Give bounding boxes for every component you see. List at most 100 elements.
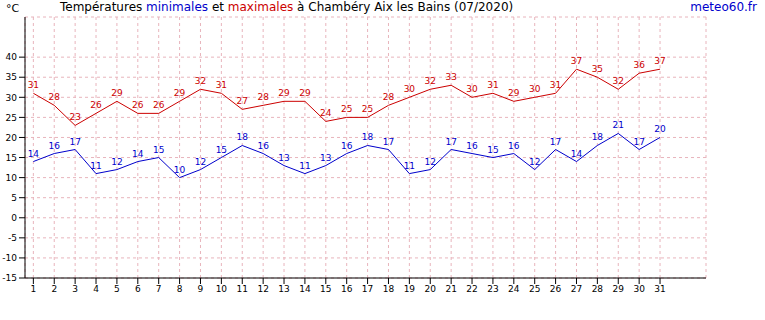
svg-text:18: 18 — [383, 284, 395, 294]
svg-text:32: 32 — [195, 76, 206, 86]
svg-text:27: 27 — [237, 96, 248, 106]
svg-text:6: 6 — [135, 284, 141, 294]
svg-text:-10: -10 — [8, 253, 17, 263]
svg-text:30: 30 — [633, 284, 645, 294]
svg-text:35: 35 — [8, 72, 17, 82]
svg-text:14: 14 — [132, 149, 144, 159]
svg-text:16: 16 — [49, 141, 61, 151]
svg-text:0: 0 — [11, 213, 17, 223]
svg-text:28: 28 — [49, 92, 61, 102]
svg-text:30: 30 — [466, 84, 478, 94]
svg-text:10: 10 — [174, 165, 186, 175]
svg-text:31: 31 — [216, 80, 227, 90]
svg-text:29: 29 — [613, 284, 625, 294]
svg-text:29: 29 — [278, 88, 290, 98]
svg-text:40: 40 — [8, 52, 17, 62]
svg-text:17: 17 — [550, 137, 561, 147]
svg-text:22: 22 — [466, 284, 477, 294]
svg-text:31: 31 — [487, 80, 498, 90]
svg-text:11: 11 — [237, 284, 248, 294]
svg-text:17: 17 — [633, 137, 644, 147]
svg-text:9: 9 — [198, 284, 204, 294]
svg-text:28: 28 — [383, 92, 395, 102]
svg-text:15: 15 — [487, 145, 498, 155]
svg-text:17: 17 — [445, 137, 456, 147]
svg-text:17: 17 — [362, 284, 373, 294]
svg-text:16: 16 — [341, 284, 353, 294]
svg-text:18: 18 — [592, 132, 604, 142]
svg-text:21: 21 — [445, 284, 456, 294]
svg-text:14: 14 — [571, 149, 583, 159]
svg-text:26: 26 — [153, 100, 165, 110]
svg-text:3: 3 — [72, 284, 78, 294]
svg-text:31: 31 — [654, 284, 665, 294]
svg-text:16: 16 — [508, 141, 520, 151]
svg-text:25: 25 — [529, 284, 540, 294]
svg-text:10: 10 — [8, 173, 17, 183]
svg-text:30: 30 — [8, 93, 17, 103]
svg-text:13: 13 — [320, 153, 331, 163]
svg-text:15: 15 — [153, 145, 164, 155]
svg-text:4: 4 — [93, 284, 99, 294]
svg-text:17: 17 — [69, 137, 80, 147]
svg-text:26: 26 — [550, 284, 562, 294]
svg-text:16: 16 — [257, 141, 269, 151]
svg-text:2: 2 — [51, 284, 57, 294]
svg-text:12: 12 — [111, 157, 122, 167]
svg-text:24: 24 — [320, 108, 332, 118]
svg-text:37: 37 — [654, 56, 665, 66]
svg-text:24: 24 — [508, 284, 520, 294]
svg-text:18: 18 — [362, 132, 374, 142]
svg-text:17: 17 — [383, 137, 394, 147]
svg-text:31: 31 — [550, 80, 561, 90]
svg-text:10: 10 — [216, 284, 228, 294]
svg-text:25: 25 — [362, 104, 373, 114]
svg-text:21: 21 — [613, 120, 624, 130]
svg-text:14: 14 — [28, 149, 40, 159]
svg-text:-5: -5 — [8, 233, 17, 243]
svg-text:12: 12 — [257, 284, 268, 294]
svg-text:29: 29 — [111, 88, 123, 98]
svg-text:15: 15 — [8, 153, 17, 163]
svg-text:18: 18 — [237, 132, 249, 142]
svg-text:26: 26 — [90, 100, 102, 110]
svg-text:12: 12 — [425, 157, 436, 167]
svg-text:36: 36 — [633, 60, 645, 70]
svg-text:11: 11 — [299, 161, 310, 171]
svg-text:29: 29 — [508, 88, 520, 98]
svg-text:20: 20 — [8, 133, 17, 143]
svg-text:5: 5 — [11, 193, 17, 203]
svg-text:37: 37 — [571, 56, 582, 66]
svg-text:1: 1 — [30, 284, 36, 294]
svg-text:8: 8 — [177, 284, 183, 294]
svg-text:25: 25 — [8, 113, 17, 123]
svg-text:15: 15 — [320, 284, 331, 294]
svg-text:25: 25 — [341, 104, 352, 114]
svg-text:23: 23 — [69, 112, 80, 122]
svg-text:28: 28 — [592, 284, 604, 294]
svg-text:32: 32 — [425, 76, 436, 86]
svg-text:20: 20 — [425, 284, 437, 294]
svg-text:11: 11 — [90, 161, 101, 171]
svg-text:13: 13 — [278, 284, 289, 294]
svg-text:29: 29 — [299, 88, 311, 98]
svg-text:15: 15 — [216, 145, 227, 155]
svg-text:30: 30 — [529, 84, 541, 94]
svg-text:26: 26 — [132, 100, 144, 110]
svg-text:11: 11 — [404, 161, 415, 171]
svg-text:7: 7 — [156, 284, 162, 294]
svg-text:20: 20 — [654, 124, 666, 134]
svg-text:33: 33 — [445, 72, 456, 82]
svg-text:35: 35 — [592, 64, 603, 74]
svg-text:16: 16 — [466, 141, 478, 151]
svg-text:30: 30 — [404, 84, 416, 94]
svg-text:31: 31 — [28, 80, 39, 90]
svg-text:29: 29 — [174, 88, 186, 98]
svg-text:12: 12 — [195, 157, 206, 167]
svg-text:23: 23 — [487, 284, 498, 294]
svg-text:16: 16 — [341, 141, 353, 151]
svg-text:-15: -15 — [8, 273, 17, 283]
svg-text:13: 13 — [278, 153, 289, 163]
svg-text:32: 32 — [613, 76, 624, 86]
svg-text:28: 28 — [257, 92, 269, 102]
